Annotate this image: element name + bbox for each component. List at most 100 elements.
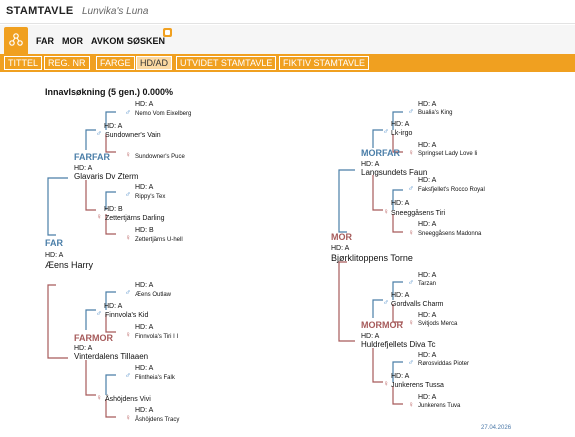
dog-name-link[interactable]: Sneeggåsens Madonna (418, 231, 482, 237)
male-icon: ♂ (125, 288, 131, 297)
nav-far[interactable]: FAR (36, 36, 54, 46)
dog-name-link[interactable]: Junkerens Tussa (391, 382, 444, 389)
dog-name-link[interactable]: Vinterdalens Tillaaen (74, 352, 149, 361)
hd-score: HD: A (418, 101, 437, 108)
dog-name-link[interactable]: Rippy's Tex (135, 194, 166, 200)
hd-score: HD: B (104, 206, 123, 213)
tab-reg-nr[interactable]: REG. NR (44, 56, 90, 70)
pedigree-home-button[interactable] (4, 27, 28, 54)
dog-name-link[interactable]: Lk-irgo (391, 130, 413, 137)
hd-score: HD: A (418, 221, 437, 228)
dog-name-link[interactable]: Sundowner's Puce (135, 154, 185, 160)
role-farfar: FARFAR (74, 152, 110, 162)
hd-score: HD: A (391, 200, 410, 207)
pedigree-tree-icon (9, 33, 23, 46)
male-icon: ♂ (383, 298, 389, 307)
female-icon: ♀ (383, 207, 389, 216)
hd-score: HD: A (418, 312, 437, 319)
tab-farge[interactable]: FARGE (96, 56, 135, 70)
female-icon: ♀ (408, 318, 414, 327)
hd-score: HD: A (104, 123, 123, 130)
dog-name-link[interactable]: Zettertjärns U-hell (135, 237, 183, 243)
dog-name-link[interactable]: Åshöjdens Vivi (105, 396, 151, 403)
hd-score: HD: A (361, 161, 380, 168)
hd-score: HD: A (104, 303, 123, 310)
hd-score: HD: A (135, 324, 154, 331)
dog-name-link[interactable]: Svitjods Merca (418, 321, 458, 327)
hd-score: HD: A (135, 282, 154, 289)
hd-score: HD: A (418, 177, 437, 184)
hd-score: HD: A (74, 165, 93, 172)
role-mor: MOR (331, 232, 352, 242)
female-icon: ♀ (96, 393, 102, 402)
male-icon: ♂ (408, 107, 414, 116)
dog-name-link[interactable]: Flintheia's Falk (135, 375, 175, 381)
dog-name-link[interactable]: Sneeggåsens Tiri (391, 210, 446, 217)
hd-score: HD: A (418, 142, 437, 149)
dog-name-link[interactable]: Langsundets Faun (361, 168, 428, 177)
dog-name-link[interactable]: Æens Harry (45, 260, 94, 270)
title-bar: STAMTAVLE Lunvika's Luna (0, 0, 575, 24)
dog-name-link[interactable]: Glavaris Dv Zterm (74, 172, 139, 181)
role-far: FAR (45, 238, 63, 248)
dog-name-link[interactable]: Springset Lady Love Ii (418, 151, 478, 157)
male-icon: ♂ (125, 371, 131, 380)
tab-fiktiv-stamtavle[interactable]: FIKTIV STAMTAVLE (279, 56, 370, 70)
dog-name-link[interactable]: Nemo Vom Eixelberg (135, 111, 192, 117)
dog-name-link[interactable]: Bjørklitoppens Torne (331, 253, 413, 263)
nav-mor[interactable]: MOR (62, 36, 83, 46)
dog-name-link[interactable]: Huldrefjellets Diva Tc (361, 340, 436, 349)
hd-score: HD: A (418, 352, 437, 359)
male-icon: ♂ (408, 184, 414, 193)
hd-score: HD: A (135, 365, 154, 372)
female-icon: ♀ (125, 150, 131, 159)
role-morfar: MORFAR (361, 148, 400, 158)
tab-hd-ad[interactable]: HD/AD (136, 56, 173, 70)
tab-tittel[interactable]: TITTEL (4, 56, 43, 70)
role-mormor: MORMOR (361, 320, 403, 330)
hd-score: HD: A (361, 333, 380, 340)
female-icon: ♀ (383, 379, 389, 388)
hd-score: HD: A (331, 245, 350, 252)
dog-name-link[interactable]: Rørosviddas Pioter (418, 361, 470, 367)
siblings-badge-icon (163, 28, 172, 37)
dog-name-link[interactable]: Tarzan (418, 281, 437, 287)
dog-name-link[interactable]: Finnvola's Kid (105, 312, 149, 319)
female-icon: ♀ (125, 233, 131, 242)
dog-name-link[interactable]: Finnvola's Tiri I I (135, 334, 179, 340)
male-icon: ♂ (125, 190, 131, 199)
role-farmor: FARMOR (74, 333, 113, 343)
dog-name-link[interactable]: Bualia's King (418, 110, 453, 116)
hd-score: HD: A (135, 184, 154, 191)
tab-utvidet-stamtavle[interactable]: UTVIDET STAMTAVLE (176, 56, 277, 70)
female-icon: ♀ (125, 330, 131, 339)
hd-score: HD: A (418, 272, 437, 279)
female-icon: ♀ (96, 212, 102, 221)
female-icon: ♀ (408, 228, 414, 237)
dog-name: Lunvika's Luna (82, 6, 149, 17)
nav-sosken[interactable]: SØSKEN (127, 36, 166, 46)
dog-name-link[interactable]: Zettertjärns Darling (105, 215, 165, 222)
dog-name-link[interactable]: Gordvalls Charm (391, 301, 444, 308)
dog-name-link[interactable]: Æens Outlaw (135, 292, 172, 298)
hd-score: HD: A (135, 407, 154, 414)
male-icon: ♂ (96, 309, 102, 318)
date-stamp: 27.04.2026 (481, 425, 512, 431)
main-nav: FAR MOR AVKOM SØSKEN (0, 25, 575, 54)
app-title: STAMTAVLE (6, 5, 74, 17)
male-icon: ♂ (408, 358, 414, 367)
dog-name-link[interactable]: Faksfjellet's Rocco Royal (418, 187, 485, 193)
male-icon: ♂ (125, 108, 131, 117)
hd-score: HD: A (391, 373, 410, 380)
female-icon: ♀ (408, 400, 414, 409)
hd-score: HD: A (74, 345, 93, 352)
female-icon: ♀ (408, 148, 414, 157)
dog-name-link[interactable]: Sundowner's Vain (105, 132, 161, 139)
nav-avkom[interactable]: AVKOM (91, 36, 124, 46)
dog-name-link[interactable]: Åshöjdens Tracy (135, 417, 180, 423)
female-icon: ♀ (125, 413, 131, 422)
dog-name-link[interactable]: Junkerens Tuva (418, 403, 461, 409)
hd-score: HD: A (135, 101, 154, 108)
hd-score: HD: A (45, 252, 64, 259)
